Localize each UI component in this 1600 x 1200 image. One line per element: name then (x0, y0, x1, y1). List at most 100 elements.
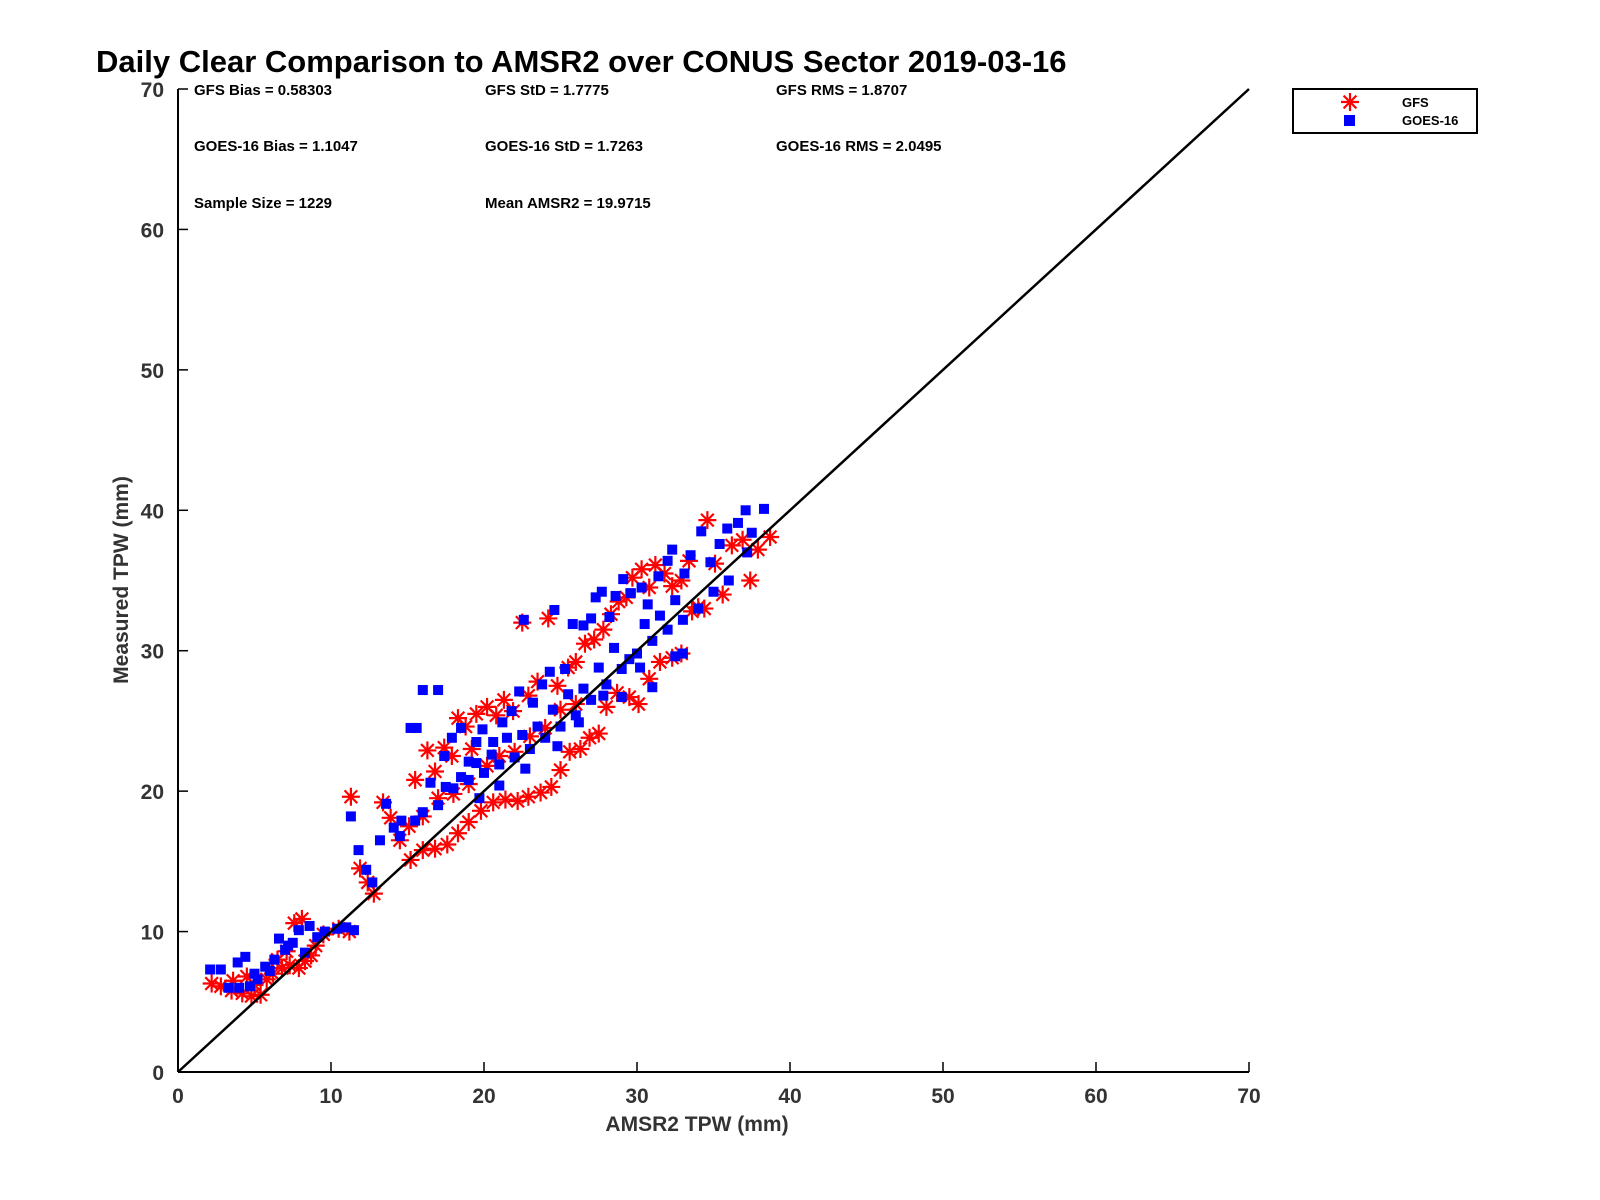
x-tick-label: 0 (172, 1085, 184, 1108)
goes16-point (439, 751, 450, 762)
goes16-point (410, 815, 421, 826)
x-tick-label: 20 (472, 1085, 495, 1108)
legend-goes16-square-icon (1344, 115, 1355, 126)
goes16-point (723, 575, 734, 586)
goes16-series (205, 503, 769, 993)
goes16-point (425, 777, 436, 788)
goes16-point (405, 722, 416, 733)
goes16-point (463, 756, 474, 767)
goes16-point (417, 807, 428, 818)
goes16-point (693, 603, 704, 614)
x-tick-label: 50 (931, 1085, 954, 1108)
goes16-point (332, 923, 343, 934)
stat-text: Sample Size = 1229 (194, 195, 332, 212)
gfs-point (629, 695, 648, 714)
goes16-point (488, 736, 499, 747)
gfs-point (551, 761, 570, 780)
goes16-point (662, 624, 673, 635)
gfs-point (722, 536, 741, 555)
gfs-point (426, 839, 445, 858)
y-axis-label: Measured TPW (mm) (110, 476, 133, 684)
goes16-point (232, 957, 243, 968)
goes16-point (319, 926, 330, 937)
goes16-point (540, 732, 551, 743)
goes16-point (708, 586, 719, 597)
stat-text: GFS Bias = 0.58303 (194, 82, 332, 99)
goes16-point (394, 831, 405, 842)
one-to-one-line (177, 88, 1250, 1073)
goes16-point (742, 547, 753, 558)
gfs-point (438, 835, 457, 854)
gfs-point (448, 824, 467, 843)
goes16-point (456, 722, 467, 733)
goes16-point (740, 505, 751, 516)
gfs-point (741, 571, 760, 590)
x-ticks: 0 10 20 30 40 50 60 70 (172, 1062, 1261, 1108)
goes16-point (520, 763, 531, 774)
goes16-point (609, 642, 620, 653)
stat-text: GOES-16 Bias = 1.1047 (194, 138, 358, 155)
y-tick-label: 40 (141, 500, 164, 523)
goes16-point (547, 704, 558, 715)
gfs-point (698, 511, 717, 530)
goes16-point (463, 774, 474, 785)
y-tick-label: 50 (141, 360, 164, 383)
goes16-point (353, 845, 364, 856)
gfs-point (426, 762, 445, 781)
goes16-point (514, 686, 525, 697)
goes16-point (269, 954, 280, 965)
goes16-point (732, 517, 743, 528)
gfs-point (542, 777, 561, 796)
goes16-point (670, 595, 681, 606)
goes16-point (497, 717, 508, 728)
goes16-point (705, 557, 716, 568)
goes16-point (240, 951, 251, 962)
goes16-point (388, 822, 399, 833)
goes16-point (618, 574, 629, 585)
goes16-point (552, 741, 563, 752)
goes16-point (252, 974, 263, 985)
legend-gfs-asterisk-glyph (1341, 93, 1359, 111)
goes16-point (411, 722, 422, 733)
goes16-point (667, 544, 678, 555)
plot-area: 0 10 20 30 40 50 60 70 0 10 20 30 40 50 60 70 GFS Bias… (141, 79, 1261, 1108)
gfs-point (341, 787, 360, 806)
legend-box (1292, 88, 1478, 134)
goes16-point (501, 732, 512, 743)
goes16-point (635, 662, 646, 673)
goes16-point (509, 752, 520, 763)
stat-text: GFS RMS = 1.8707 (776, 82, 907, 99)
goes16-point (593, 662, 604, 673)
legend-goes16-label: GOES-16 (1402, 113, 1458, 128)
goes16-point (722, 523, 733, 534)
goes16-point (653, 571, 664, 582)
legend-gfs-asterisk-icon (1341, 93, 1359, 111)
goes16-point (647, 682, 658, 693)
y-tick-label: 70 (141, 79, 164, 102)
goes16-point (590, 592, 601, 603)
goes16-point (555, 721, 566, 732)
goes16-point (205, 964, 216, 975)
goes16-point (625, 588, 636, 599)
gfs-point (761, 527, 780, 546)
x-tick-label: 10 (319, 1085, 342, 1108)
gfs-point (589, 724, 608, 743)
gfs-point (484, 793, 503, 812)
goes16-point (215, 964, 226, 975)
goes16-point (586, 613, 597, 624)
goes16-point (544, 666, 555, 677)
goes16-point (494, 759, 505, 770)
goes16-point (560, 663, 571, 674)
stat-text: GOES-16 StD = 1.7263 (485, 138, 643, 155)
goes16-point (685, 550, 696, 561)
goes16-point (264, 965, 275, 976)
legend: GFS GOES-16 (1292, 88, 1478, 134)
goes16-point (746, 527, 757, 538)
goes16-point (299, 947, 310, 958)
goes16-point (598, 690, 609, 701)
x-tick-label: 40 (778, 1085, 801, 1108)
x-axis-label: AMSR2 TPW (mm) (605, 1113, 788, 1136)
goes16-point (567, 619, 578, 630)
goes16-point (647, 635, 658, 646)
stat-text: Mean AMSR2 = 19.9715 (485, 195, 651, 212)
